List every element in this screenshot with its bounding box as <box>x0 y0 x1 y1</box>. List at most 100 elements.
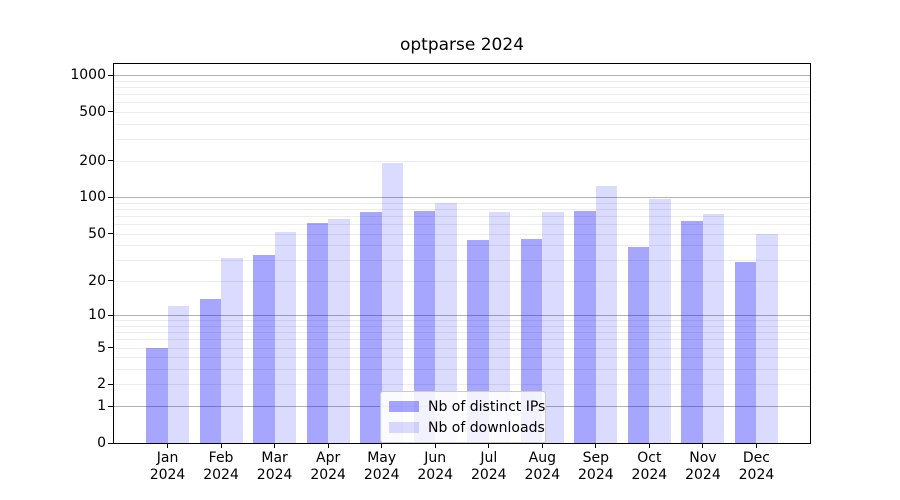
x-tick-mark <box>648 444 650 448</box>
x-tick-mark <box>755 444 757 448</box>
gridline-minor <box>114 160 810 162</box>
legend: Nb of distinct IPs Nb of downloads <box>380 391 546 443</box>
y-tick-mark <box>108 233 113 235</box>
x-tick-month: Jul <box>480 450 498 466</box>
x-tick-year: 2024 <box>310 467 346 483</box>
gridline-minor <box>114 111 810 113</box>
gridline-minor <box>114 208 810 210</box>
gridline-minor <box>114 93 810 95</box>
x-tick-label: Sep 2024 <box>561 450 631 484</box>
x-tick-year: 2024 <box>738 467 775 483</box>
y-tick-mark <box>108 347 113 349</box>
x-tick-month: Nov <box>689 450 717 466</box>
bar-downloads <box>702 213 725 443</box>
x-tick-mark <box>541 444 543 448</box>
gridline-major <box>114 315 810 317</box>
bar-distinct-ips <box>681 220 703 443</box>
x-tick-month: Aug <box>528 450 556 466</box>
x-tick-label: Jun 2024 <box>400 450 470 484</box>
legend-label-distinct-ips: Nb of distinct IPs <box>428 398 546 415</box>
y-tick-mark <box>108 196 113 198</box>
x-tick-label: Dec 2024 <box>721 450 791 484</box>
y-tick-label: 100 <box>79 189 106 206</box>
legend-swatch-distinct-ips <box>389 401 419 412</box>
bar-downloads <box>488 212 511 443</box>
y-tick-mark <box>108 383 113 385</box>
bar-downloads <box>595 185 618 443</box>
bar-downloads <box>328 219 350 443</box>
x-tick-mark <box>702 444 704 448</box>
bar-distinct-ips <box>306 223 329 443</box>
x-tick-year: 2024 <box>417 467 454 483</box>
y-tick-label: 50 <box>88 225 106 242</box>
gridline-minor <box>114 332 810 334</box>
plot-area <box>113 63 811 444</box>
y-tick-mark <box>108 442 113 444</box>
bar-distinct-ips <box>574 210 596 443</box>
x-tick-year: 2024 <box>149 467 186 483</box>
gridline-minor <box>114 320 810 322</box>
y-tick-label: 5 <box>97 339 106 356</box>
x-tick-month: Sep <box>582 450 610 466</box>
x-tick-month: Feb <box>208 450 234 466</box>
x-tick-mark <box>434 444 436 448</box>
gridline-minor <box>114 347 810 349</box>
x-tick-year: 2024 <box>524 467 561 483</box>
bar-downloads <box>756 233 778 443</box>
gridline-minor <box>114 384 810 386</box>
gridline-minor <box>114 245 810 247</box>
x-tick-month: May <box>367 450 397 466</box>
gridline-minor <box>114 215 810 217</box>
bar-distinct-ips <box>627 246 650 443</box>
gridline-minor <box>114 233 810 235</box>
legend-swatch-downloads <box>389 422 419 433</box>
x-tick-year: 2024 <box>203 467 239 483</box>
bar-distinct-ips <box>253 255 275 443</box>
chart-title: optparse 2024 <box>399 35 525 55</box>
x-tick-label: Jan 2024 <box>133 450 203 484</box>
legend-item-distinct-ips: Nb of distinct IPs <box>389 397 545 416</box>
y-tick-mark <box>108 280 113 282</box>
x-tick-year: 2024 <box>685 467 721 483</box>
x-tick-mark <box>595 444 597 448</box>
gridline-minor <box>114 102 810 104</box>
x-tick-year: 2024 <box>256 467 293 483</box>
gridline-minor <box>114 123 810 125</box>
gridline-minor <box>114 339 810 341</box>
y-tick-label: 200 <box>79 152 106 169</box>
x-tick-year: 2024 <box>470 467 507 483</box>
bar-downloads <box>381 162 404 443</box>
bar-distinct-ips <box>413 210 436 443</box>
gridline-major <box>114 75 810 77</box>
gridline-minor <box>114 224 810 226</box>
gridline-minor <box>114 280 810 282</box>
x-tick-month: Jun <box>424 450 447 466</box>
gridline-minor <box>114 202 810 204</box>
x-tick-label: May 2024 <box>347 450 417 484</box>
x-tick-label: Mar 2024 <box>240 450 310 484</box>
bar-downloads <box>649 198 671 443</box>
gridline-minor <box>114 325 810 327</box>
bar-downloads <box>274 231 297 443</box>
y-tick-label: 0 <box>97 435 106 451</box>
y-tick-label: 10 <box>88 307 106 324</box>
bar-downloads <box>221 258 243 443</box>
y-tick-mark <box>108 405 113 407</box>
gridline-minor <box>114 139 810 141</box>
x-tick-mark <box>220 444 222 448</box>
x-tick-month: Dec <box>742 450 770 466</box>
x-tick-year: 2024 <box>578 467 614 483</box>
bar-distinct-ips <box>146 347 168 443</box>
gridline-minor <box>114 260 810 262</box>
x-tick-month: Apr <box>316 450 341 466</box>
gridline-major <box>114 197 810 199</box>
x-tick-month: Oct <box>637 450 662 466</box>
x-tick-mark <box>381 444 383 448</box>
x-tick-mark <box>327 444 329 448</box>
x-tick-mark <box>274 444 276 448</box>
y-tick-mark <box>108 160 113 162</box>
gridline-minor <box>114 369 810 371</box>
y-tick-label: 20 <box>88 272 106 289</box>
bar-downloads <box>542 211 564 443</box>
